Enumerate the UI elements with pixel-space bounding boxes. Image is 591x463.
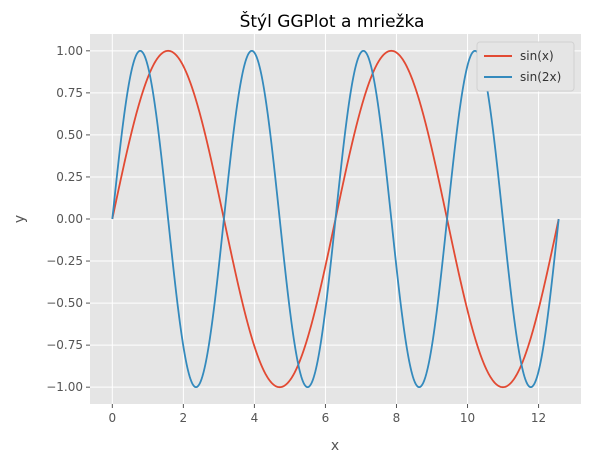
legend-box: [476, 41, 575, 92]
x-tick-label: 10: [460, 411, 475, 425]
legend-label-sin-x: sin(x): [520, 49, 554, 63]
y-tick-label: −1.00: [46, 380, 83, 394]
y-axis-label: y: [12, 215, 28, 223]
x-tick-label: 2: [180, 411, 188, 425]
chart-title: Štýl GGPlot a mriežka: [240, 10, 425, 32]
grid: [90, 34, 581, 404]
y-tick-label: 0.50: [56, 128, 83, 142]
ticks: 0 2 4 6 8 10 12 −1.00 −0.75 −0.50 −0.25 0.00 0.25 0.5…: [46, 44, 546, 425]
x-tick-label: 0: [108, 411, 116, 425]
y-tick-label: 1.00: [56, 44, 83, 58]
x-tick-label: 8: [393, 411, 401, 425]
y-tick-label: −0.75: [46, 338, 83, 352]
y-tick-label: −0.25: [46, 254, 83, 268]
x-tick-label: 4: [251, 411, 259, 425]
y-tick-label: 0.00: [56, 212, 83, 226]
y-tick-label: 0.75: [56, 86, 83, 100]
x-tick-label: 12: [531, 411, 546, 425]
legend-label-sin-2x: sin(2x): [520, 70, 561, 84]
x-tick-label: 6: [322, 411, 330, 425]
legend: sin(x) sin(2x): [476, 41, 575, 92]
y-tick-label: −0.50: [46, 296, 83, 310]
x-axis-label: x: [331, 438, 339, 454]
y-tick-label: 0.25: [56, 170, 83, 184]
